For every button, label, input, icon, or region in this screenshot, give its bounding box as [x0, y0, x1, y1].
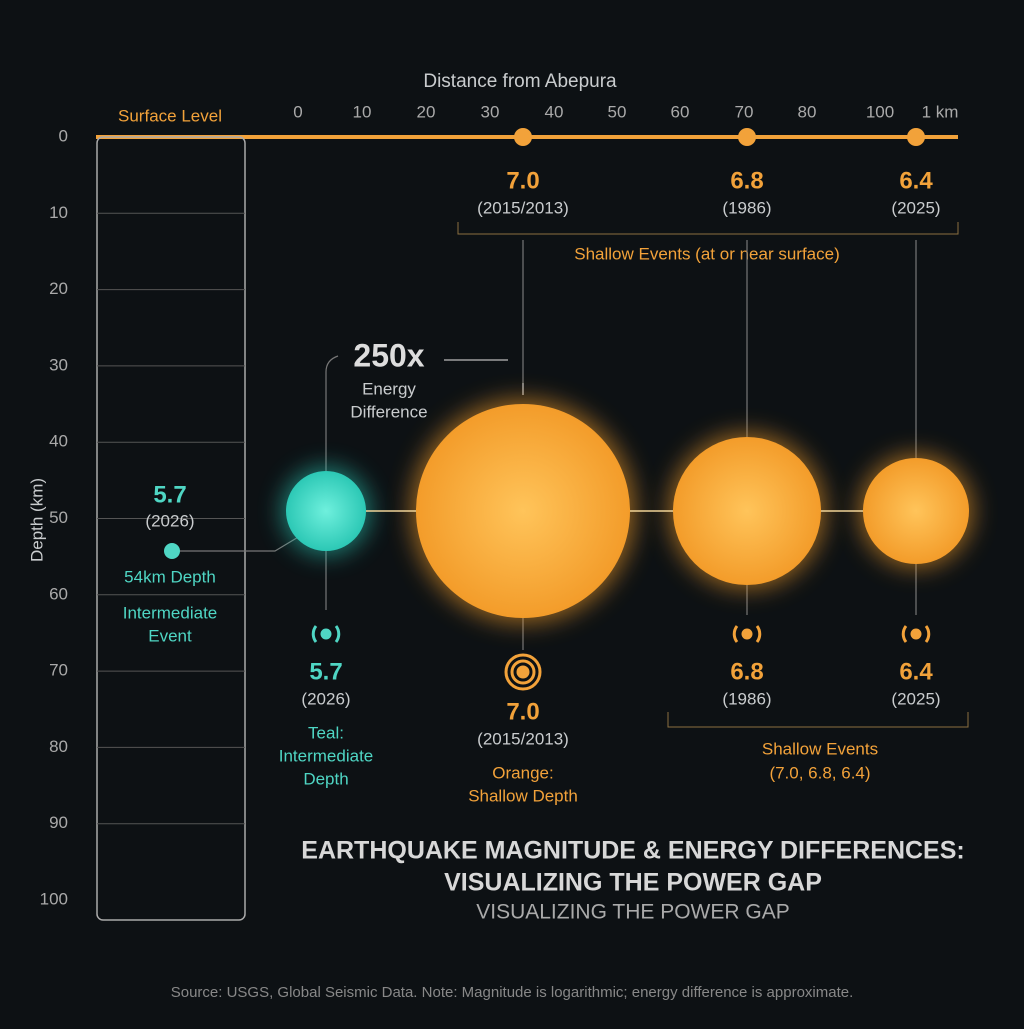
x-tick-label: 40	[545, 102, 564, 121]
magnitude: 6.8	[730, 167, 763, 194]
bracket	[457, 222, 959, 235]
energy-label: Difference	[350, 402, 427, 421]
x-tick-label: 80	[798, 102, 817, 121]
x-tick-label: 30	[481, 102, 500, 121]
subtitle: VISUALIZING THE POWER GAP	[476, 901, 790, 924]
x-tick-label: 0	[293, 102, 302, 121]
bracket	[667, 712, 969, 728]
x-tick-label: 20	[417, 102, 436, 121]
magnitude: 6.4	[899, 167, 933, 194]
note: Orange:	[492, 763, 553, 782]
depth-tick-label: 20	[49, 279, 68, 298]
energy-value: 250x	[353, 337, 424, 373]
depth-tick-label: 80	[49, 737, 68, 756]
year: (2025)	[891, 198, 940, 217]
magnitude: 6.8	[730, 658, 763, 685]
title: VISUALIZING THE POWER GAP	[444, 869, 822, 897]
x-tick-label: 70	[735, 102, 754, 121]
source: Source: USGS, Global Seismic Data. Note:…	[171, 984, 854, 1001]
event-label: Intermediate	[123, 603, 218, 622]
depth-box	[96, 136, 246, 921]
energy-label: Energy	[362, 379, 416, 398]
note: Teal:	[308, 723, 344, 742]
note: Intermediate	[279, 746, 374, 765]
magnitude: 6.4	[899, 658, 933, 685]
summary: (7.0, 6.8, 6.4)	[769, 763, 870, 782]
group-label: Shallow Events (at or near surface)	[574, 244, 840, 263]
magnitude: 5.7	[309, 658, 342, 685]
event-circles	[164, 128, 973, 623]
x-axis-title: Distance from Abepura	[423, 71, 617, 92]
year: (1986)	[722, 198, 771, 217]
connectors	[172, 240, 917, 650]
depth-tick-label: 30	[49, 355, 68, 374]
depth-label: 54km Depth	[124, 567, 216, 586]
year: (2026)	[301, 689, 350, 708]
summary: Shallow Events	[762, 739, 878, 758]
x-tick-label: 50	[608, 102, 627, 121]
depth-tick-label: 40	[49, 432, 68, 451]
note: Depth	[303, 769, 348, 788]
event-label: Event	[148, 626, 192, 645]
note: Shallow Depth	[468, 786, 578, 805]
depth-tick-label: 0	[59, 126, 68, 145]
year: (2015/2013)	[477, 198, 569, 217]
year: (2026)	[145, 511, 194, 530]
year: (2025)	[891, 689, 940, 708]
x-tick-label: 10	[353, 102, 372, 121]
y-axis-title: Depth (km)	[27, 478, 46, 562]
depth-tick-label: 90	[49, 813, 68, 832]
surface-label: Surface Level	[118, 106, 222, 125]
x-tick-label: 1 km	[922, 102, 959, 121]
depth-tick-label: 70	[49, 661, 68, 680]
depth-tick-label: 50	[49, 508, 68, 527]
depth-tick-label: 100	[40, 889, 68, 908]
depth-tick-label: 60	[49, 584, 68, 603]
x-tick-label: 100	[866, 102, 894, 121]
quake-icons	[311, 625, 931, 691]
year: (1986)	[722, 689, 771, 708]
year: (2015/2013)	[477, 729, 569, 748]
x-tick-label: 60	[671, 102, 690, 121]
magnitude: 7.0	[506, 698, 539, 725]
magnitude: 7.0	[506, 167, 539, 194]
title: EARTHQUAKE MAGNITUDE & ENERGY DIFFERENCE…	[301, 837, 964, 865]
magnitude: 5.7	[153, 481, 186, 508]
depth-tick-label: 10	[49, 203, 68, 222]
